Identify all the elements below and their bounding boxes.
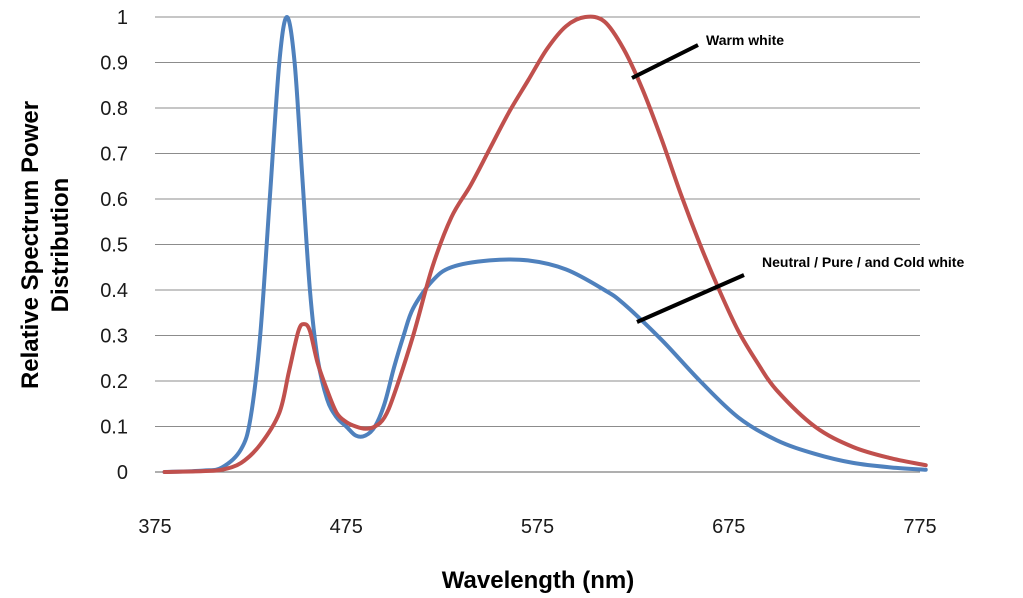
y-axis-title-line-1: Relative Spectrum Power <box>17 101 44 389</box>
x-tick-labels: 375 475 575 675 775 <box>138 516 936 538</box>
y-tick-label: 0.8 <box>100 98 128 120</box>
series-line-neutral <box>162 15 928 474</box>
y-tick-labels: 0 0.1 0.2 0.3 0.4 0.5 0.6 0.7 0.8 0.9 1 <box>100 7 128 484</box>
y-tick-label: 0.3 <box>100 326 128 348</box>
neutral-white-pointer <box>636 273 745 324</box>
x-tick-label: 675 <box>712 516 745 538</box>
x-tick-label: 475 <box>330 516 363 538</box>
y-tick-label: 1 <box>117 7 128 29</box>
y-axis-title-line-2: Distribution <box>47 178 74 313</box>
y-tick-label: 0.7 <box>100 144 128 166</box>
y-tick-label: 0.6 <box>100 189 128 211</box>
y-tick-label: 0 <box>117 462 128 484</box>
warm-white-pointer <box>631 43 699 80</box>
x-tick-label: 575 <box>521 516 554 538</box>
x-tick-label: 375 <box>138 516 171 538</box>
series-line-warm <box>162 14 928 474</box>
warm-white-label: Warm white <box>706 32 784 48</box>
y-tick-label: 0.1 <box>100 417 128 439</box>
x-axis-title: Wavelength (nm) <box>442 567 634 594</box>
y-tick-label: 0.2 <box>100 371 128 393</box>
y-tick-label: 0.4 <box>100 280 128 302</box>
series-layer <box>162 14 928 474</box>
y-tick-label: 0.9 <box>100 53 128 75</box>
y-tick-label: 0.5 <box>100 235 128 257</box>
x-tick-label: 775 <box>903 516 936 538</box>
neutral-white-label: Neutral / Pure / and Cold white <box>762 254 964 270</box>
